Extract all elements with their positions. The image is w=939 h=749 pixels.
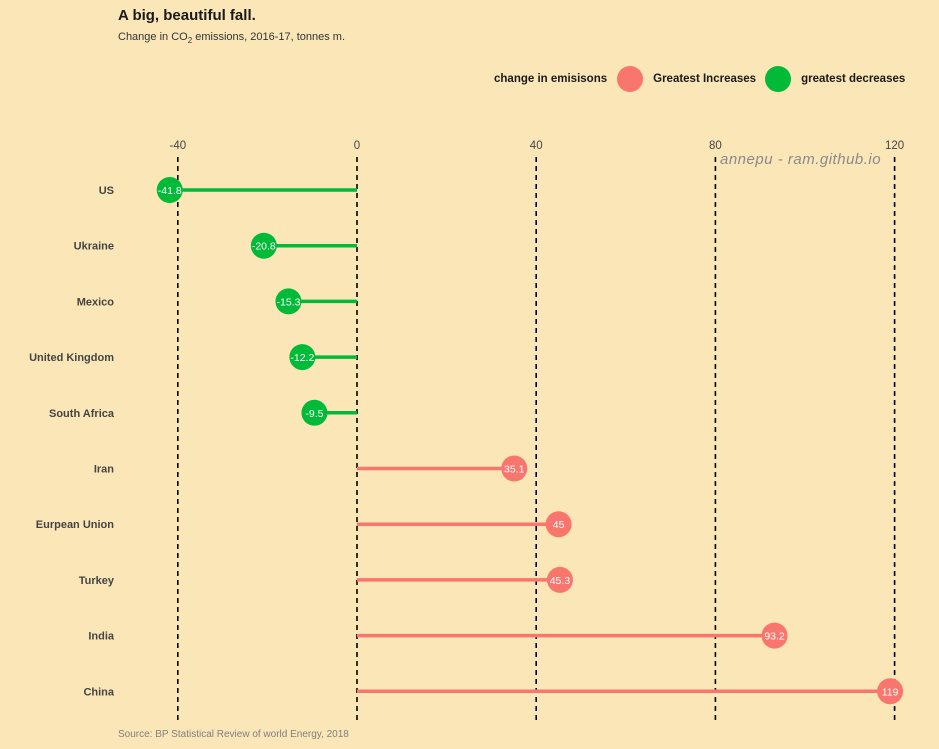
- legend-label-increases: Greatest Increases: [653, 73, 757, 85]
- data-label: -12.2: [290, 352, 314, 364]
- legend-item-decreases: greatest decreases: [765, 66, 905, 92]
- chart-subtitle: Change in CO2 emissions, 2016-17, tonnes…: [118, 31, 345, 45]
- y-tick-label: Eurpean Union: [36, 519, 115, 531]
- data-label: 45: [553, 519, 565, 531]
- lollipop-point: [275, 288, 302, 315]
- legend-item-increases: Greatest Increases: [617, 66, 756, 92]
- data-label: -41.8: [158, 185, 182, 197]
- y-tick-label: China: [83, 686, 114, 698]
- subtitle-part-1: Change in CO: [118, 31, 188, 43]
- data-label: 93.2: [764, 631, 785, 643]
- legend-swatch-decreases: [765, 66, 792, 92]
- x-tick-label: 80: [709, 140, 722, 152]
- x-tick-label: -40: [169, 140, 186, 152]
- y-tick-label: Iran: [94, 464, 114, 476]
- data-label: -20.8: [252, 241, 276, 253]
- data-label: 45.3: [550, 575, 571, 587]
- legend: change in emisisons Greatest Increases g…: [494, 65, 914, 93]
- legend-title: change in emisisons: [494, 73, 608, 85]
- data-label: -15.3: [276, 296, 300, 308]
- x-tick-label: 40: [530, 140, 543, 152]
- lollipop-point: [289, 344, 316, 371]
- lollipop-point: [301, 399, 328, 426]
- data-label: -9.5: [305, 408, 323, 420]
- subtitle-subscript: 2: [187, 36, 193, 46]
- subtitle-part-2: emissions, 2016-17, tonnes m.: [192, 31, 346, 43]
- data-label: 119: [882, 686, 899, 698]
- lollipop-point: [250, 232, 277, 259]
- y-tick-label: Ukraine: [74, 241, 114, 253]
- y-tick-label: South Africa: [49, 408, 115, 420]
- y-tick-label: United Kingdom: [29, 352, 114, 364]
- legend-label-decreases: greatest decreases: [801, 73, 906, 85]
- data-label: 35.1: [504, 464, 525, 476]
- legend-swatch-increases: [617, 66, 644, 92]
- chart-title: A big, beautiful fall.: [118, 7, 256, 24]
- watermark: annepu - ram.github.io: [720, 151, 882, 168]
- y-tick-label: Turkey: [79, 575, 115, 587]
- y-tick-label: India: [88, 631, 115, 643]
- y-tick-label: US: [99, 185, 114, 197]
- lollipop-point: [877, 678, 904, 705]
- y-tick-label: Mexico: [77, 296, 115, 308]
- lollipop-point: [546, 566, 573, 593]
- source-caption: Source: BP Statistical Review of world E…: [118, 729, 349, 740]
- lollipop-point: [545, 511, 572, 538]
- x-tick-label: 0: [354, 140, 360, 152]
- x-tick-label: 120: [885, 140, 904, 152]
- lollipop-point: [501, 455, 528, 482]
- lollipop-point: [156, 177, 183, 203]
- lollipop-point: [761, 622, 788, 649]
